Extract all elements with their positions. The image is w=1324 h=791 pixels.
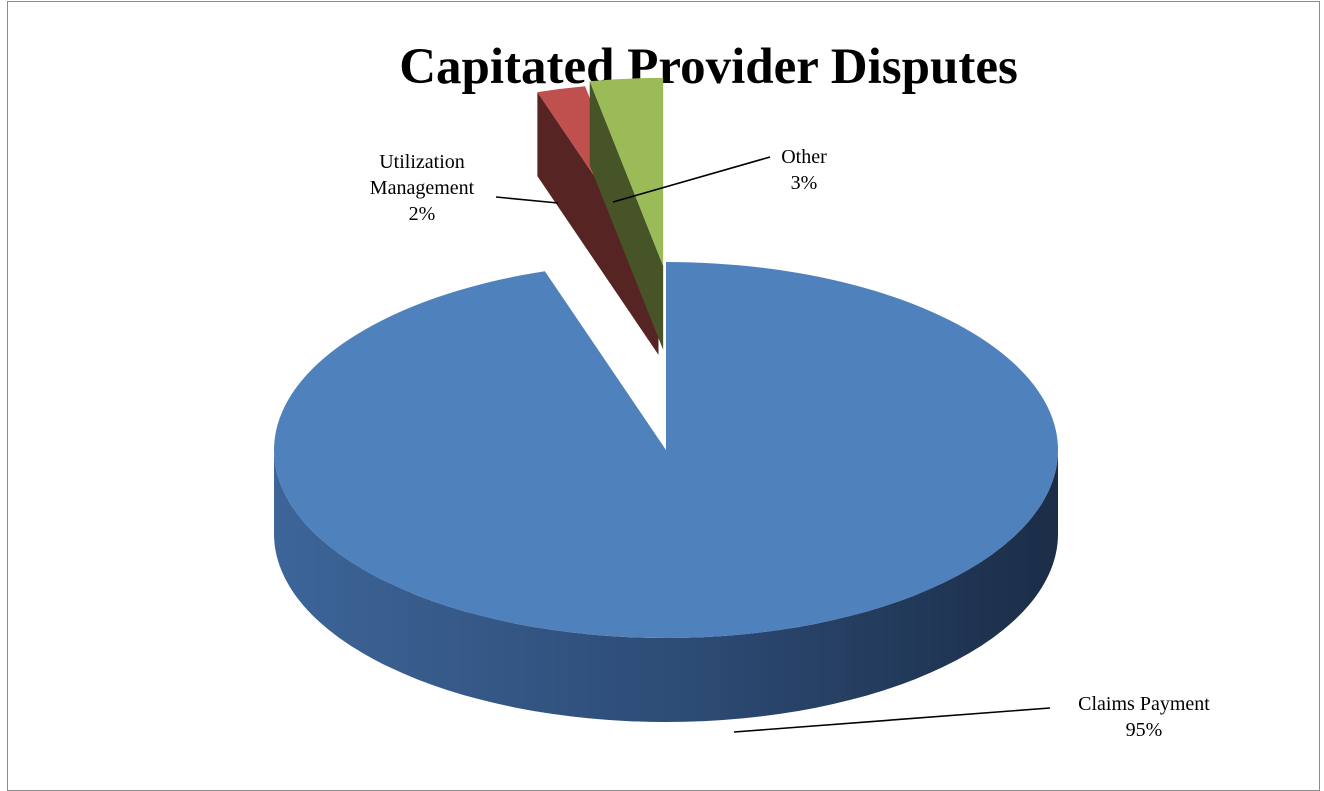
leader-line-utilization-management [495,196,559,204]
slice-side-utilization-management [537,92,659,355]
leader-line-other [612,156,771,203]
slice-other [589,77,664,266]
data-label-category-utilization-management: Utilization [379,151,465,173]
data-label-value-other: 3% [791,172,818,194]
slice-side-claims-payment [274,450,1058,722]
data-label-category-utilization-management: Management [370,177,475,199]
data-label-category-claims-payment: Claims Payment [1078,693,1210,715]
chart-title: Capitated Provider Disputes [399,39,1018,95]
data-label-value-utilization-management: 2% [409,203,436,225]
data-label-value-claims-payment: 95% [1126,719,1163,741]
leader-line-claims-payment [733,707,1051,733]
slice-claims-payment [274,262,1059,638]
slice-side-other [589,81,664,350]
data-label-category-other: Other [781,146,827,168]
